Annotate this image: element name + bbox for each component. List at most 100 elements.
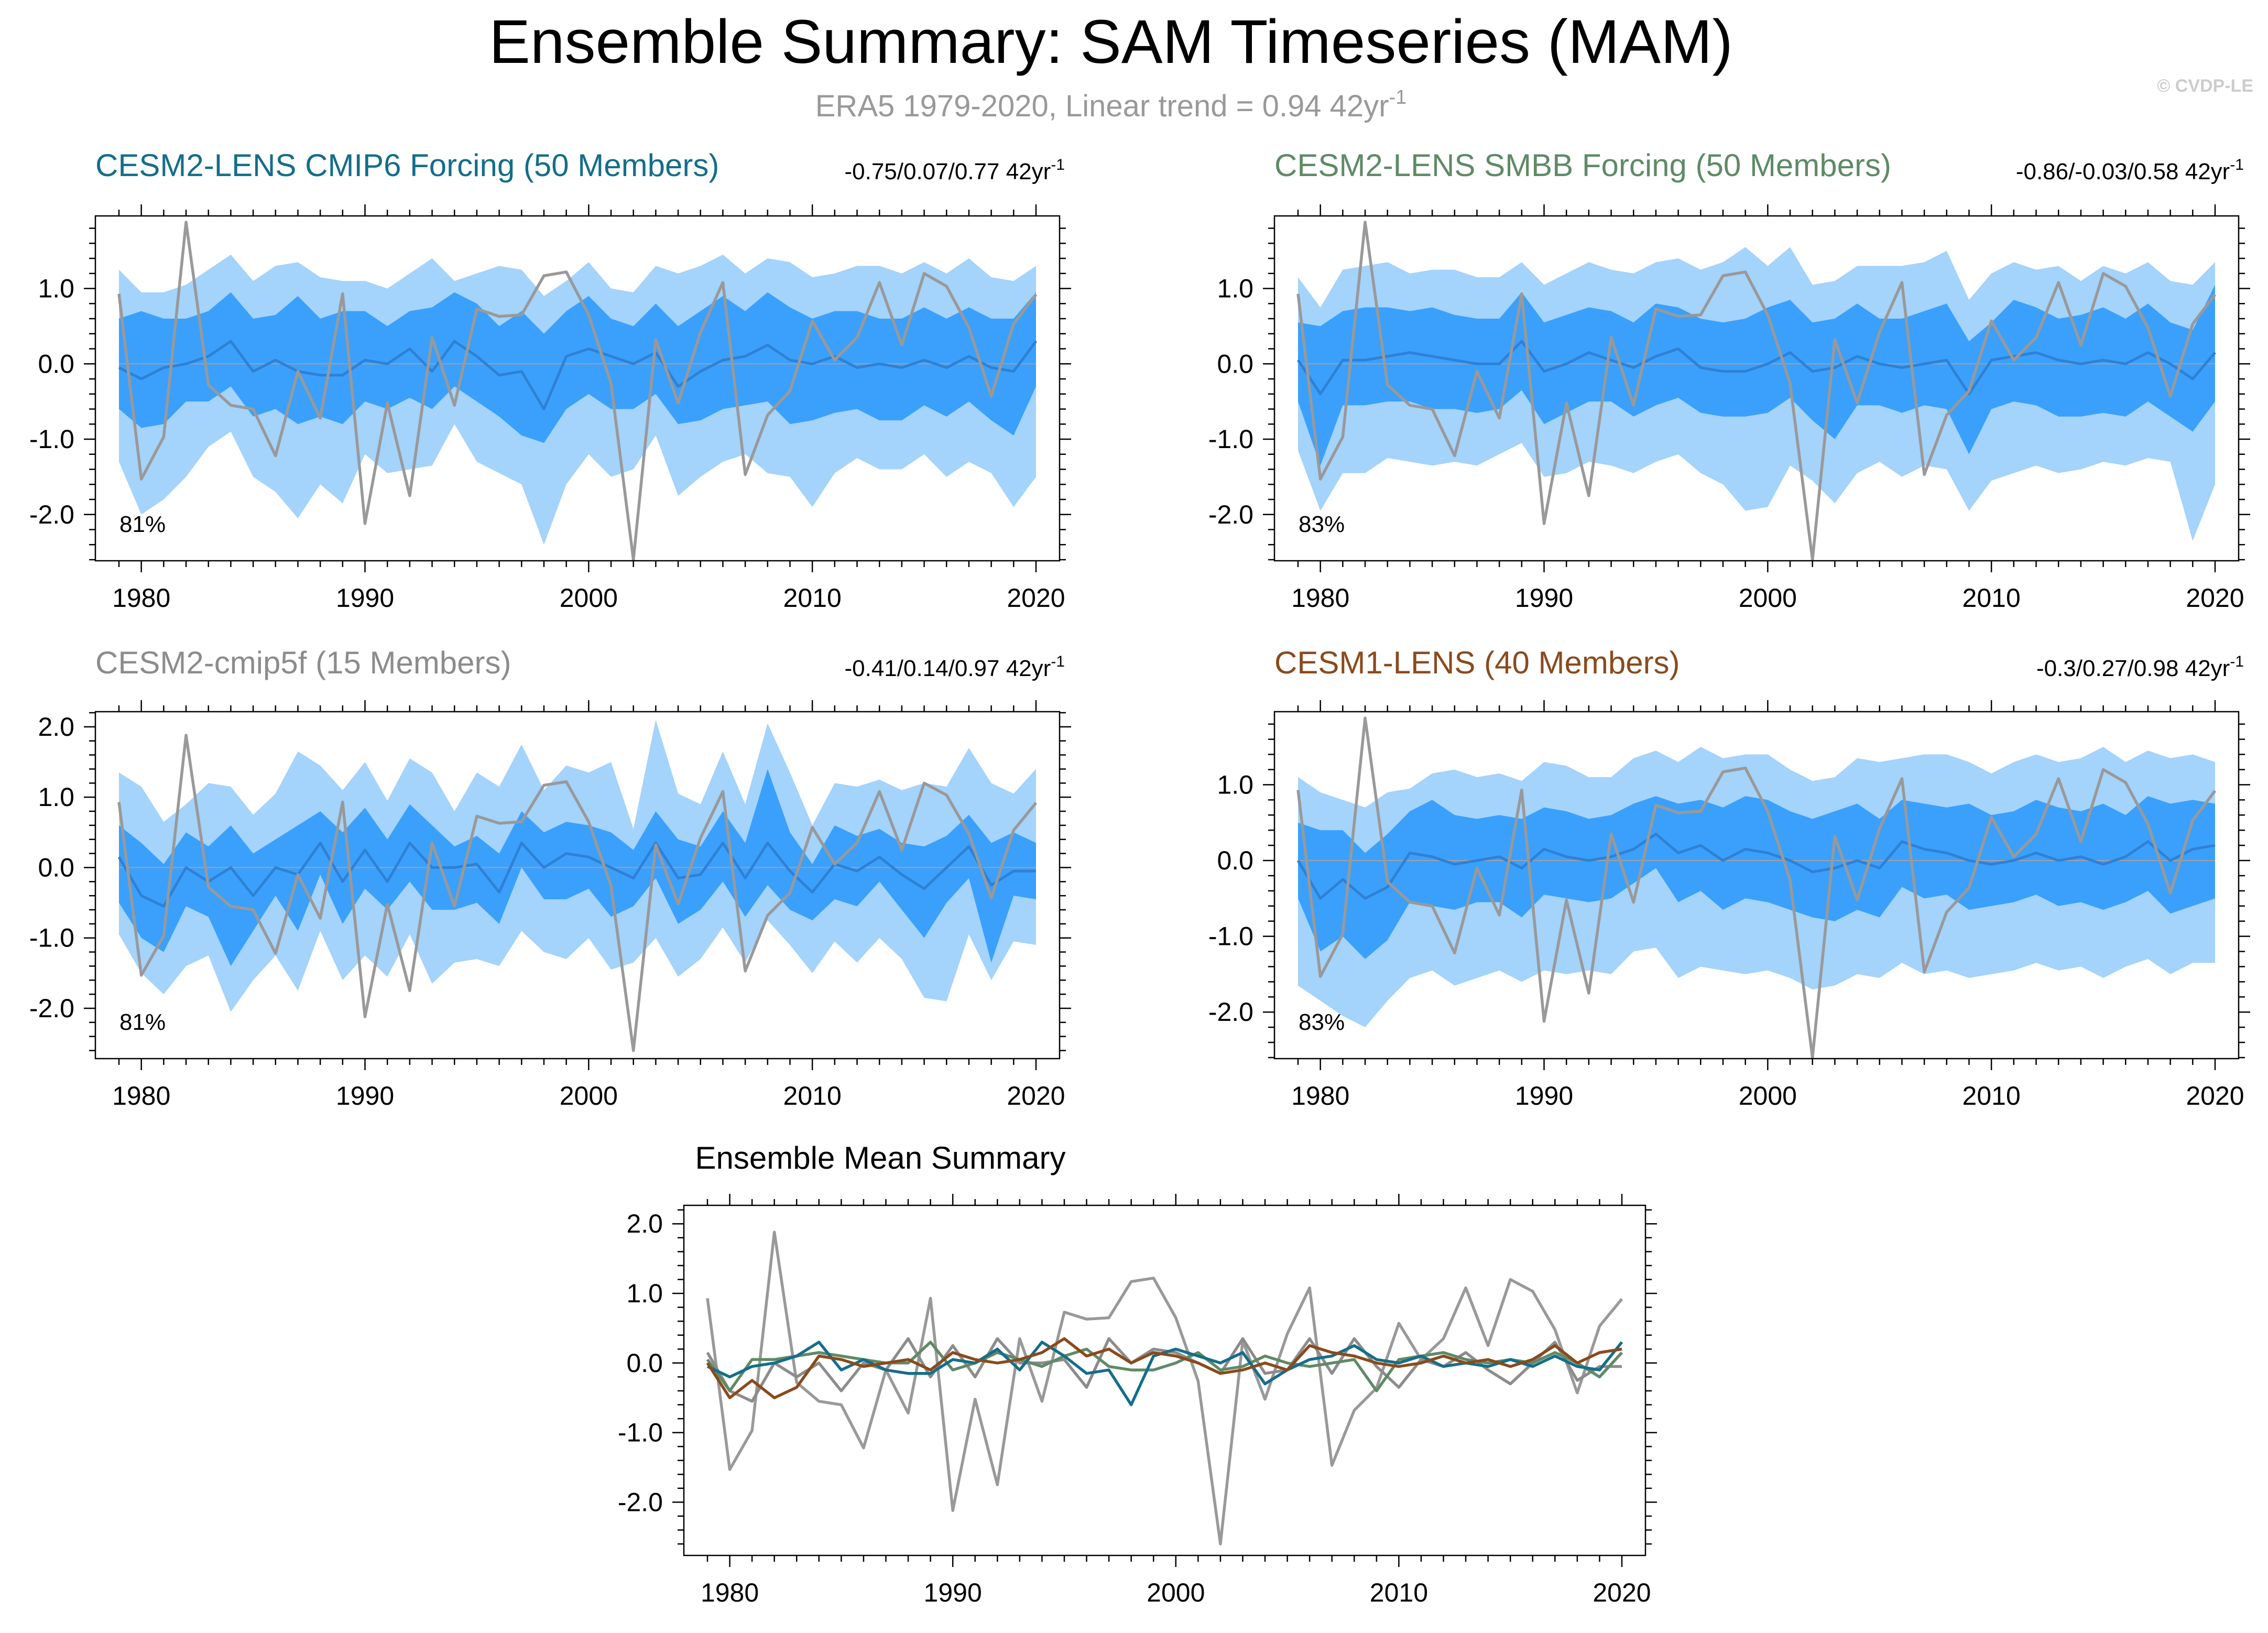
x-tick-label: 2000 — [1739, 1081, 1797, 1111]
trend-label: -0.75/0.07/0.77 42yr-1 — [844, 156, 1065, 184]
plot-cmip6: 81% 1980 1990 2000 2010 2020 1.0 0.0 -1.0 -2.0 — [29, 204, 1071, 613]
y-tick-label: 1.0 — [626, 1279, 663, 1308]
y-tick-label: -1.0 — [618, 1418, 663, 1447]
plot-cmip5f: 81% 1980 1990 2000 2010 2020 2.0 1.0 0.0 -1.0 -2.0 — [29, 700, 1071, 1111]
trend-sup: -1 — [2230, 653, 2244, 670]
y-tick-label: -1.0 — [29, 424, 74, 454]
y-tick-label: 2.0 — [38, 712, 74, 742]
series-line-obs_line — [706, 1231, 1623, 1545]
y-tick-label: 0.0 — [38, 349, 74, 378]
panel-cesm1: CESM1-LENS (40 Members) -0.3/0.27/0.98 4… — [1208, 645, 2250, 1111]
series-line-cmip5f — [706, 1337, 1622, 1403]
x-tick-label: 2020 — [1593, 1578, 1651, 1607]
series-line-cesm1 — [706, 1337, 1622, 1399]
y-tick-label: 1.0 — [38, 782, 74, 812]
figure-title: Ensemble Summary: SAM Timeseries (MAM) — [489, 7, 1733, 77]
x-tick-label: 2010 — [783, 1081, 842, 1111]
x-tick-label: 2000 — [1147, 1578, 1205, 1607]
ensemble-mean-line — [1296, 832, 2216, 900]
x-tick-label: 2020 — [1007, 1081, 1065, 1111]
subtitle-sup: -1 — [1389, 86, 1406, 108]
plot-area — [684, 1205, 1645, 1555]
plot-border — [1273, 711, 2240, 1060]
y-tick-label: 0.0 — [1217, 349, 1253, 378]
panel-title: CESM2-LENS CMIP6 Forcing (50 Members) — [95, 148, 719, 183]
y-tick-label: -1.0 — [1208, 424, 1253, 454]
percent-label: 83% — [1299, 1009, 1345, 1035]
watermark: © CVDP-LE — [2157, 76, 2253, 96]
panel-cmip5f: CESM2-cmip5f (15 Members) -0.41/0.14/0.9… — [29, 645, 1071, 1111]
x-tick-label: 2020 — [2186, 1081, 2244, 1111]
trend-text: -0.75/0.07/0.77 42yr — [844, 159, 1051, 184]
x-tick-label: 2020 — [2186, 583, 2244, 613]
x-tick-label: 1990 — [924, 1578, 982, 1607]
y-tick-label: 0.0 — [626, 1348, 663, 1378]
y-tick-label: 1.0 — [1217, 274, 1253, 303]
ensemble-mean-line — [1296, 340, 2216, 396]
trend-text: -0.3/0.27/0.98 42yr — [2036, 656, 2230, 681]
x-tick-label: 1990 — [1515, 1081, 1573, 1111]
y-tick-label: -2.0 — [1208, 500, 1253, 529]
obs-line — [1296, 221, 2217, 561]
x-tick-label: 2000 — [560, 583, 618, 613]
plot-cesm1: 83% 1980 1990 2000 2010 2020 1.0 0.0 -1.0 -2.0 — [1208, 700, 2250, 1111]
y-tick-label: 0.0 — [1217, 846, 1253, 875]
series-line-smbb — [706, 1341, 1623, 1392]
plot-border — [94, 711, 1061, 1060]
panel-title: CESM1-LENS (40 Members) — [1274, 645, 1680, 680]
panel-title: Ensemble Mean Summary — [695, 1140, 1066, 1175]
plot-border — [683, 1204, 1647, 1556]
panel-smbb: CESM2-LENS SMBB Forcing (50 Members) -0.… — [1208, 148, 2250, 613]
percent-label: 81% — [119, 511, 166, 537]
x-tick-label: 1980 — [701, 1578, 759, 1607]
y-tick-label: -1.0 — [1208, 922, 1253, 951]
x-tick-label: 1990 — [1515, 583, 1573, 613]
inner-band — [119, 292, 1036, 443]
y-tick-label: 2.0 — [626, 1209, 663, 1238]
x-tick-label: 1980 — [112, 1081, 170, 1111]
x-tick-label: 2010 — [783, 583, 842, 613]
y-tick-label: -1.0 — [29, 923, 74, 953]
inner-band — [1298, 285, 2215, 466]
trend-label: -0.86/-0.03/0.58 42yr-1 — [2016, 156, 2244, 184]
plot-border — [1273, 215, 2240, 562]
subtitle-text: ERA5 1979-2020, Linear trend = 0.94 42yr — [815, 89, 1389, 123]
y-tick-label: 1.0 — [38, 274, 74, 303]
y-tick-label: 1.0 — [1217, 770, 1253, 799]
y-tick-label: -2.0 — [29, 500, 74, 529]
plot-border — [94, 215, 1061, 562]
x-tick-label: 2010 — [1370, 1578, 1428, 1607]
plot-smbb: 83% 1980 1990 2000 2010 2020 1.0 0.0 -1.0 -2.0 — [1208, 204, 2250, 613]
trend-text: -0.41/0.14/0.97 42yr — [844, 656, 1051, 681]
ensemble-mean-line — [117, 841, 1036, 908]
x-tick-label: 2010 — [1962, 1081, 2021, 1111]
x-tick-label: 2020 — [1007, 583, 1065, 613]
trend-text: -0.86/-0.03/0.58 42yr — [2016, 159, 2230, 184]
x-tick-label: 2000 — [1739, 583, 1797, 613]
y-tick-label: 0.0 — [38, 853, 74, 882]
percent-label: 81% — [119, 1009, 166, 1035]
x-tick-label: 1980 — [112, 583, 170, 613]
x-tick-label: 1990 — [336, 583, 394, 613]
panel-title: CESM2-LENS SMBB Forcing (50 Members) — [1274, 148, 1891, 183]
obs-line — [1296, 716, 2217, 1059]
obs-line — [117, 221, 1038, 561]
x-tick-label: 2000 — [560, 1081, 618, 1111]
trend-label: -0.3/0.27/0.98 42yr-1 — [2036, 653, 2244, 681]
x-tick-label: 1980 — [1291, 1081, 1349, 1111]
panel-summary: Ensemble Mean Summary 1980 1990 2000 2010 20… — [618, 1140, 1657, 1607]
x-tick-label: 1990 — [336, 1081, 394, 1111]
y-tick-label: -2.0 — [618, 1487, 663, 1517]
y-tick-label: -2.0 — [1208, 997, 1253, 1027]
trend-sup: -1 — [1051, 156, 1065, 173]
ensemble-mean-line — [118, 340, 1038, 411]
y-tick-label: -2.0 — [29, 994, 74, 1023]
figure-subtitle: ERA5 1979-2020, Linear trend = 0.94 42yr… — [815, 86, 1407, 123]
panel-title: CESM2-cmip5f (15 Members) — [95, 645, 511, 680]
plot-summary: 1980 1990 2000 2010 2020 2.0 1.0 0.0 -1.0 -2.0 — [618, 1194, 1657, 1607]
trend-sup: -1 — [1051, 653, 1065, 670]
x-tick-label: 1980 — [1291, 583, 1349, 613]
obs-line — [117, 734, 1038, 1052]
percent-label: 83% — [1299, 511, 1345, 537]
